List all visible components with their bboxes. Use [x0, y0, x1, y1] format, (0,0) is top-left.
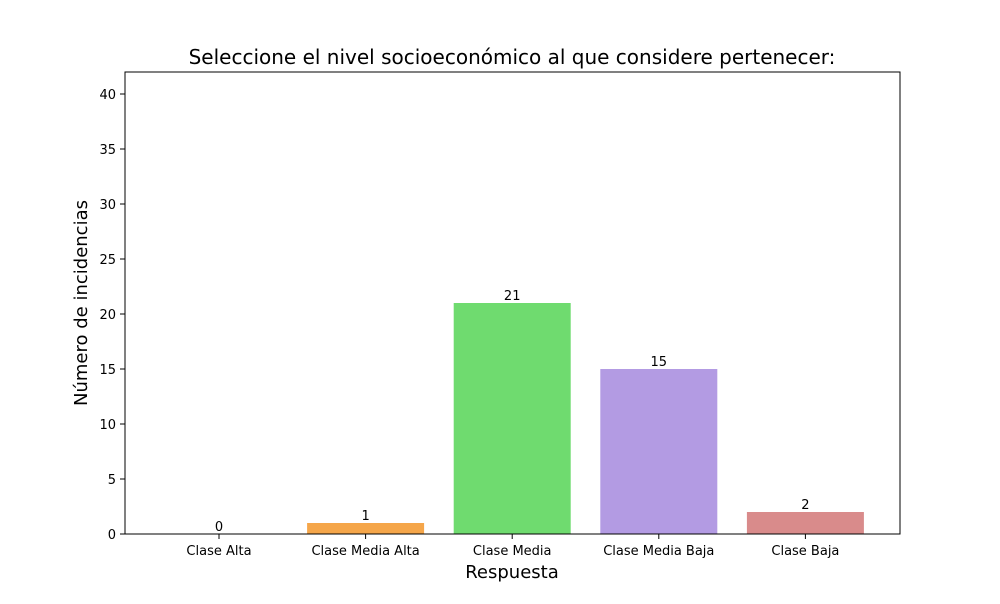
- x-axis-ticks: Clase Alta Clase Media Alta Clase Media Cla…: [186, 534, 839, 559]
- y-tick-label: 10: [99, 418, 116, 433]
- x-axis-label: Respuesta: [465, 562, 559, 583]
- data-labels: 0 1 21 15 2: [215, 289, 810, 535]
- plot-frame: [124, 71, 901, 535]
- y-tick-label: 20: [99, 308, 116, 323]
- bar: [453, 303, 571, 534]
- x-tick-label: Clase Media: [473, 544, 552, 559]
- bar: [600, 369, 718, 534]
- y-tick-label: 30: [99, 198, 116, 213]
- bars: [307, 303, 864, 534]
- y-tick-label: 40: [99, 88, 116, 103]
- bar: [746, 512, 864, 534]
- data-label: 21: [504, 289, 521, 304]
- x-tick-label: Clase Media Baja: [603, 544, 714, 559]
- x-tick-label: Clase Media Alta: [311, 544, 419, 559]
- y-axis-label: Número de incidencias: [71, 200, 92, 406]
- chart-title: Seleccione el nivel socioeconómico al qu…: [189, 45, 836, 69]
- y-tick-label: 35: [99, 143, 116, 158]
- x-tick-label: Clase Alta: [186, 544, 251, 559]
- data-label: 15: [651, 355, 668, 370]
- x-tick-label: Clase Baja: [771, 544, 839, 559]
- bar: [307, 523, 425, 534]
- y-tick-label: 25: [99, 253, 116, 268]
- data-label: 1: [361, 509, 369, 524]
- y-tick-label: 15: [99, 363, 116, 378]
- data-label: 2: [801, 498, 809, 513]
- y-axis-ticks: 0 5 10 15 20 25 30 35 40: [99, 88, 125, 543]
- y-tick-label: 0: [108, 528, 116, 543]
- y-tick-label: 5: [108, 473, 116, 488]
- data-label: 0: [215, 520, 223, 535]
